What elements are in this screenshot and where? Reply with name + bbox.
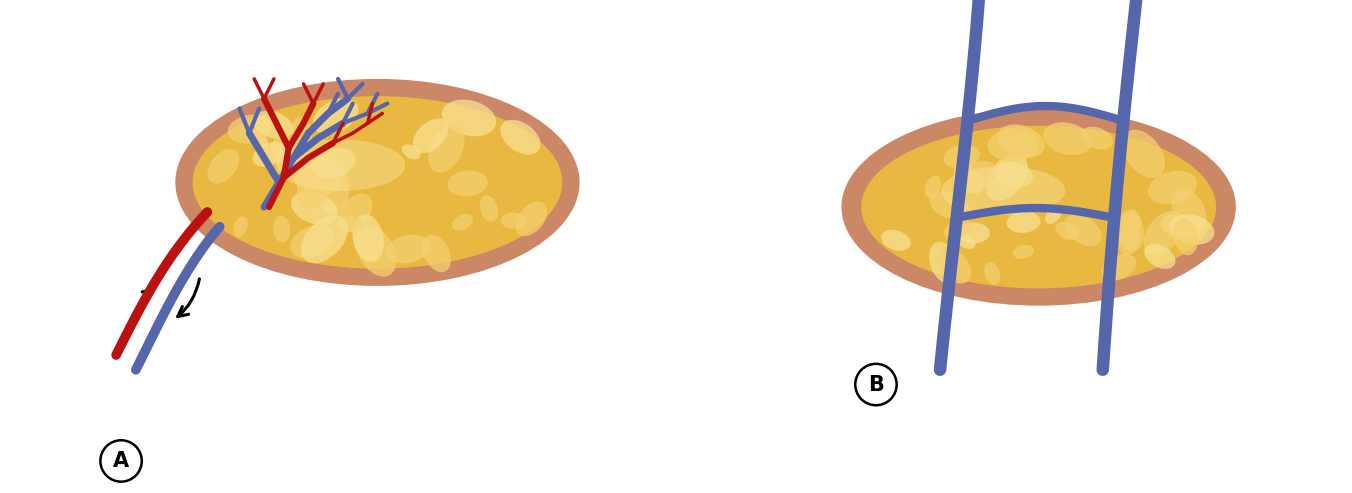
Ellipse shape (1161, 213, 1198, 238)
Circle shape (856, 364, 896, 405)
Ellipse shape (338, 215, 362, 231)
Ellipse shape (1045, 206, 1063, 224)
Ellipse shape (1102, 254, 1136, 281)
Ellipse shape (301, 215, 347, 263)
Ellipse shape (1122, 130, 1165, 178)
Ellipse shape (882, 230, 911, 251)
Ellipse shape (861, 126, 1217, 288)
Ellipse shape (207, 149, 239, 183)
Ellipse shape (988, 129, 1038, 161)
Text: B: B (868, 375, 884, 394)
Ellipse shape (1118, 224, 1140, 256)
Ellipse shape (312, 99, 358, 134)
Ellipse shape (500, 120, 541, 155)
Ellipse shape (253, 142, 285, 167)
Ellipse shape (291, 191, 338, 225)
Ellipse shape (1171, 188, 1206, 234)
Ellipse shape (925, 176, 941, 199)
Ellipse shape (249, 129, 268, 147)
Ellipse shape (176, 79, 580, 286)
Ellipse shape (944, 144, 980, 168)
Ellipse shape (233, 217, 247, 237)
Ellipse shape (429, 125, 464, 173)
Ellipse shape (297, 154, 334, 209)
Ellipse shape (956, 161, 996, 193)
Ellipse shape (984, 262, 1000, 285)
Ellipse shape (957, 223, 990, 244)
Ellipse shape (953, 167, 967, 189)
Ellipse shape (1148, 171, 1197, 204)
Ellipse shape (1044, 122, 1092, 155)
Ellipse shape (412, 118, 449, 153)
Ellipse shape (448, 171, 488, 196)
Ellipse shape (291, 117, 312, 151)
Ellipse shape (253, 111, 293, 139)
Ellipse shape (515, 202, 548, 236)
Ellipse shape (227, 114, 272, 144)
Ellipse shape (1055, 222, 1079, 240)
Ellipse shape (402, 144, 420, 159)
Ellipse shape (944, 218, 971, 239)
Circle shape (100, 440, 142, 482)
Ellipse shape (272, 136, 312, 179)
Ellipse shape (1117, 211, 1144, 251)
Ellipse shape (500, 212, 526, 229)
Ellipse shape (841, 108, 1236, 306)
Ellipse shape (192, 96, 562, 269)
Ellipse shape (1064, 214, 1102, 246)
Ellipse shape (295, 164, 342, 195)
Ellipse shape (957, 235, 976, 249)
Ellipse shape (941, 167, 1065, 215)
Ellipse shape (1144, 244, 1175, 269)
Ellipse shape (304, 229, 330, 250)
Ellipse shape (353, 214, 384, 262)
Ellipse shape (422, 235, 452, 272)
Ellipse shape (276, 139, 406, 191)
Ellipse shape (1122, 209, 1141, 239)
Ellipse shape (929, 242, 959, 283)
Ellipse shape (953, 163, 984, 194)
Ellipse shape (387, 235, 430, 263)
Ellipse shape (289, 225, 335, 258)
Ellipse shape (1007, 211, 1041, 233)
Ellipse shape (995, 162, 1033, 187)
Ellipse shape (316, 163, 349, 214)
Ellipse shape (480, 196, 498, 222)
Ellipse shape (452, 214, 473, 231)
Ellipse shape (930, 191, 969, 219)
Ellipse shape (338, 194, 372, 233)
Ellipse shape (998, 124, 1045, 158)
Ellipse shape (273, 215, 291, 243)
Ellipse shape (1169, 214, 1214, 245)
Ellipse shape (986, 154, 1028, 201)
Ellipse shape (1174, 218, 1198, 255)
Ellipse shape (1082, 127, 1113, 149)
Ellipse shape (442, 100, 496, 137)
Ellipse shape (295, 166, 335, 193)
Ellipse shape (1013, 245, 1034, 259)
Ellipse shape (1144, 211, 1183, 255)
Text: A: A (114, 451, 130, 471)
Ellipse shape (311, 148, 356, 178)
Ellipse shape (937, 247, 971, 283)
Ellipse shape (356, 225, 396, 277)
